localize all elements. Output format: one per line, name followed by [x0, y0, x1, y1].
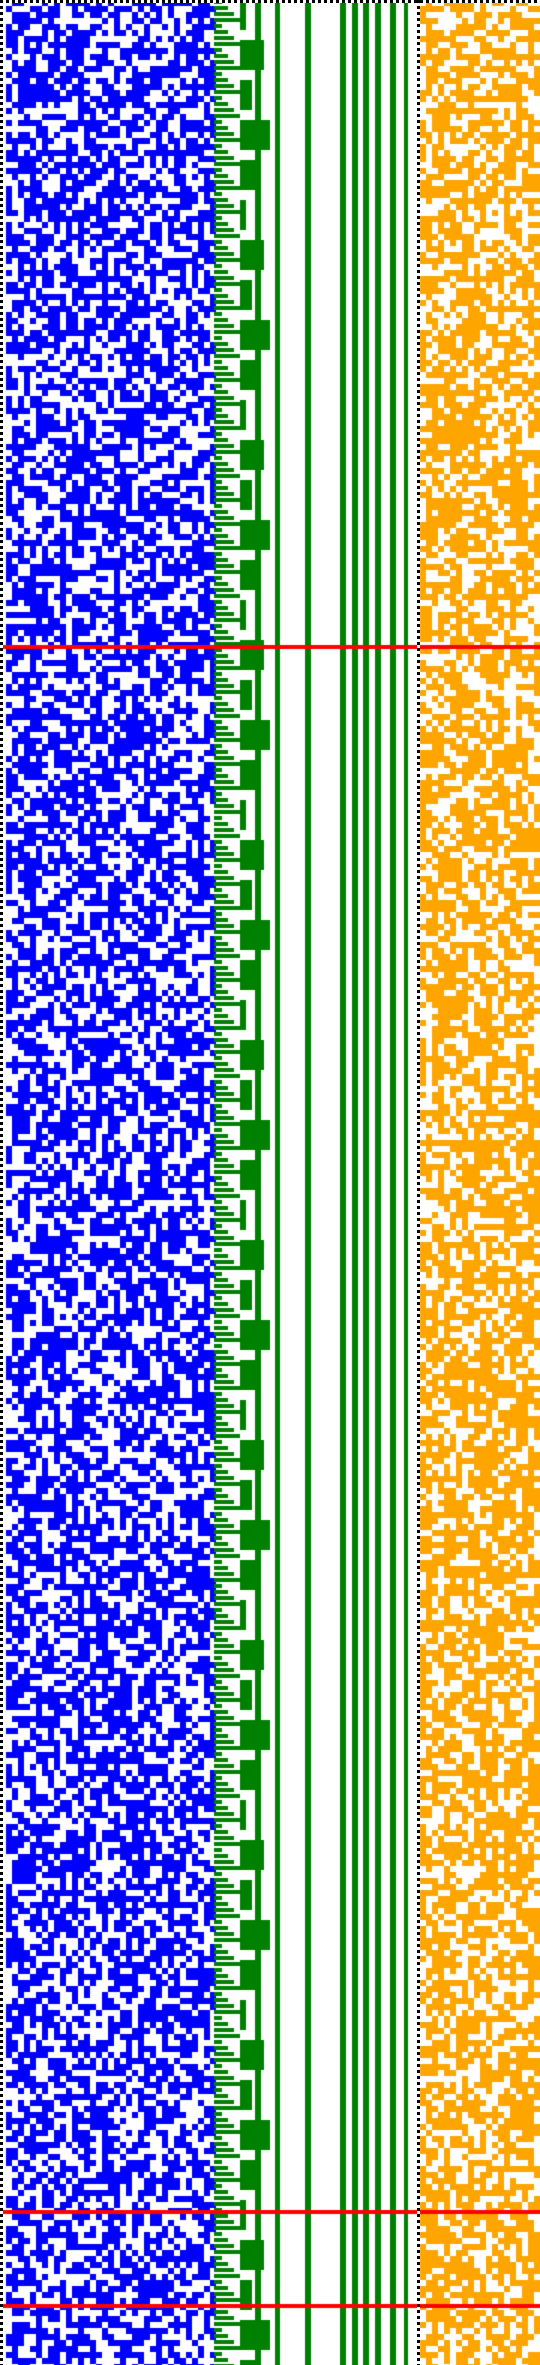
left-dotted-border — [0, 0, 3, 2365]
red-marker-line-1 — [0, 645, 540, 649]
red-marker-line-3 — [0, 2304, 540, 2308]
middle-dotted-divider — [417, 0, 420, 2365]
top-dotted-border — [0, 0, 540, 3]
red-marker-line-2 — [0, 2210, 540, 2214]
